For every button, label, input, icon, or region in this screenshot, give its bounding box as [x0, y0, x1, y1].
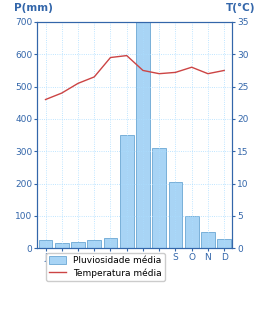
Bar — [55, 243, 69, 248]
Bar — [120, 135, 134, 248]
Bar — [168, 182, 182, 248]
Bar — [152, 148, 166, 248]
Bar — [185, 216, 199, 248]
Bar — [136, 22, 150, 248]
Bar — [104, 239, 117, 248]
Bar — [217, 239, 231, 248]
Bar — [201, 232, 215, 248]
Legend: Pluviosidade média, Temperatura média: Pluviosidade média, Temperatura média — [46, 253, 165, 281]
Bar — [39, 240, 52, 248]
Text: T(°C): T(°C) — [226, 3, 256, 13]
Bar — [71, 242, 85, 248]
Bar — [87, 240, 101, 248]
Text: P(mm): P(mm) — [14, 3, 53, 13]
